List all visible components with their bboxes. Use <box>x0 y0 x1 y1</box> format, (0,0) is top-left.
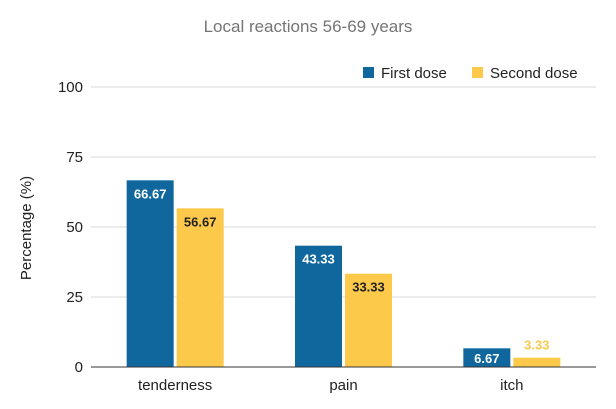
legend-swatch <box>472 67 483 78</box>
data-labels: 66.67 56.67 43.33 33.33 6.67 3.33 <box>134 186 550 366</box>
bars <box>126 180 561 367</box>
y-axis-ticks: 0 25 50 75 100 <box>58 79 83 376</box>
legend-label: Second dose <box>490 65 578 82</box>
bar-pain-second-dose <box>345 273 392 367</box>
y-tick-label: 25 <box>66 289 83 306</box>
legend: First dose Second dose <box>363 65 578 82</box>
data-label: 3.33 <box>524 338 549 353</box>
x-tick-label: pain <box>329 377 357 394</box>
gridlines <box>91 86 596 298</box>
x-axis-categories: tenderness pain itch <box>138 377 523 394</box>
y-tick-label: 100 <box>58 79 83 96</box>
bar-tenderness-second-dose <box>176 208 224 367</box>
y-axis-label: Percentage (%) <box>18 176 35 280</box>
bar-itch-first-dose <box>463 348 511 367</box>
data-label: 33.33 <box>352 280 385 295</box>
x-tick-label: tenderness <box>138 377 212 394</box>
bar-pain-first-dose <box>295 245 342 367</box>
y-tick-label: 50 <box>66 219 83 236</box>
data-label: 66.67 <box>134 186 167 201</box>
data-label: 56.67 <box>184 214 217 229</box>
y-tick-label: 75 <box>66 149 83 166</box>
data-label: 6.67 <box>474 351 499 366</box>
data-label: 43.33 <box>302 252 335 267</box>
legend-swatch <box>363 67 374 78</box>
bar-itch-second-dose <box>513 357 561 367</box>
chart-title: Local reactions 56-69 years <box>204 17 413 36</box>
legend-label: First dose <box>381 65 447 82</box>
y-tick-label: 0 <box>75 359 83 376</box>
bar-tenderness-first-dose <box>126 180 174 367</box>
x-tick-label: itch <box>500 377 523 394</box>
